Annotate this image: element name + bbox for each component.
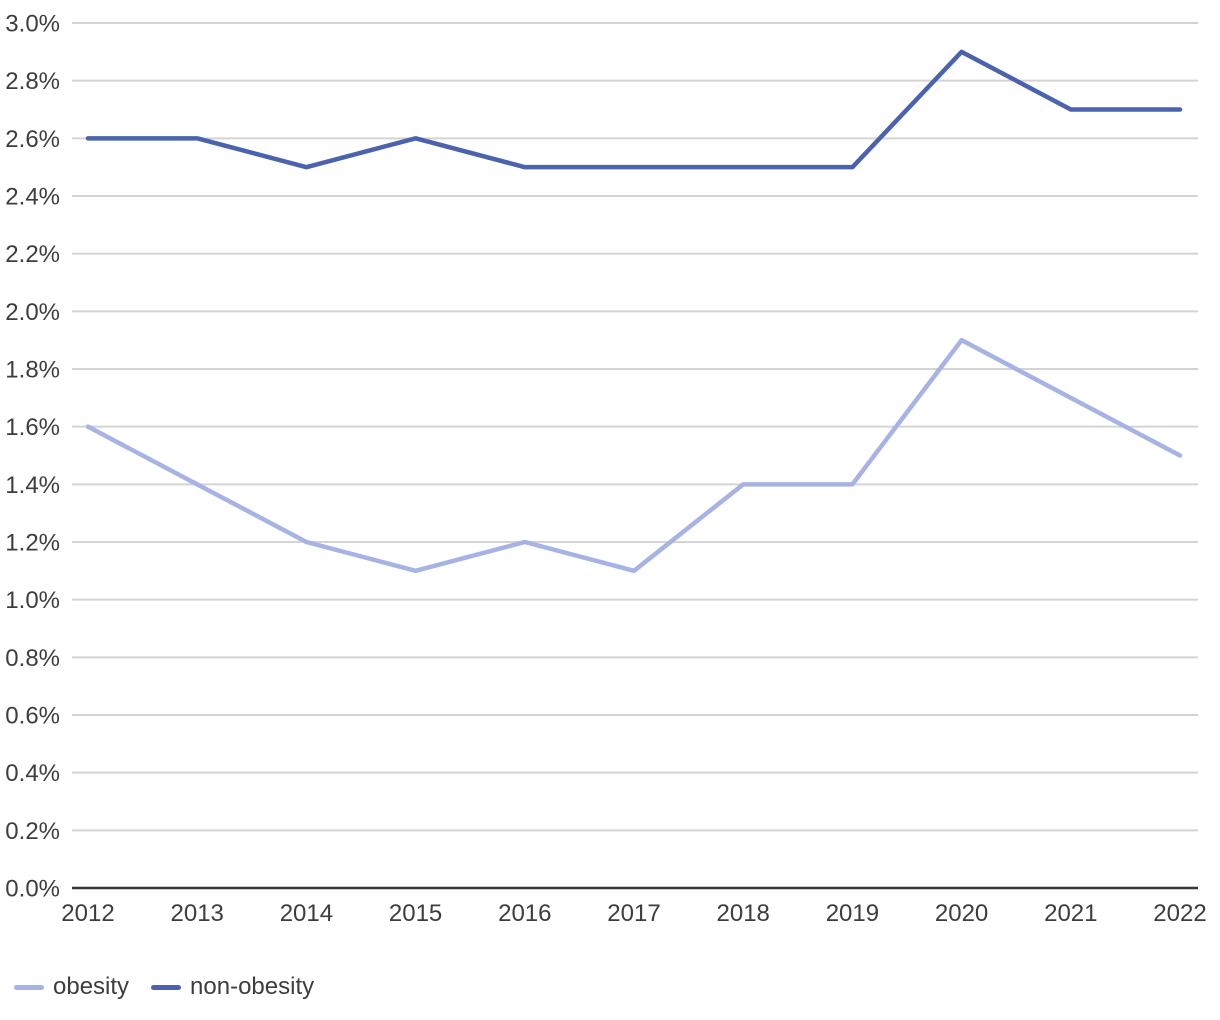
y-tick-label: 0.2% bbox=[5, 818, 60, 845]
y-tick-label: 2.0% bbox=[5, 299, 60, 326]
y-tick-label: 2.2% bbox=[5, 241, 60, 268]
y-tick-label: 3.0% bbox=[5, 11, 60, 38]
y-tick-label: 2.8% bbox=[5, 68, 60, 95]
legend-label-non-obesity: non-obesity bbox=[190, 973, 315, 1000]
x-tick-label: 2016 bbox=[498, 900, 551, 927]
x-tick-label: 2012 bbox=[61, 900, 114, 927]
chart-legend: obesity non-obesity bbox=[14, 971, 314, 1003]
legend-label-obesity: obesity bbox=[53, 973, 130, 1000]
y-tick-label: 0.4% bbox=[5, 760, 60, 787]
x-tick-label: 2014 bbox=[280, 900, 333, 927]
y-tick-label: 1.4% bbox=[5, 472, 60, 499]
y-tick-label: 1.2% bbox=[5, 530, 60, 557]
x-tick-label: 2017 bbox=[607, 900, 660, 927]
y-tick-label: 1.6% bbox=[5, 414, 60, 441]
obesity-line-swatch bbox=[14, 984, 44, 990]
non-obesity-line bbox=[85, 49, 1183, 170]
y-tick-label: 0.0% bbox=[5, 876, 60, 903]
y-tick-label: 2.6% bbox=[5, 126, 60, 153]
x-tick-label: 2021 bbox=[1044, 900, 1097, 927]
legend-item-obesity: obesity bbox=[14, 975, 129, 999]
y-tick-label: 2.4% bbox=[5, 184, 60, 211]
y-tick-label: 1.0% bbox=[5, 587, 60, 614]
y-tick-label: 0.8% bbox=[5, 645, 60, 672]
x-tick-label: 2018 bbox=[717, 900, 770, 927]
x-tick-label: 2013 bbox=[171, 900, 224, 927]
x-tick-label: 2022 bbox=[1153, 900, 1206, 927]
non-obesity-line-swatch bbox=[151, 984, 182, 990]
legend-item-non-obesity: non-obesity bbox=[151, 975, 314, 999]
x-tick-label: 2015 bbox=[389, 900, 442, 927]
y-tick-label: 1.8% bbox=[5, 357, 60, 384]
y-tick-label: 0.6% bbox=[5, 703, 60, 730]
line-chart: 0.0% 0.2% 0.4% 0.6% 0.8% 1.0% 1.2% 1.4% 1.6% 1.8%… bbox=[5, 11, 1206, 928]
obesity-line bbox=[85, 337, 1183, 574]
x-tick-label: 2019 bbox=[826, 900, 879, 927]
x-tick-label: 2020 bbox=[935, 900, 988, 927]
